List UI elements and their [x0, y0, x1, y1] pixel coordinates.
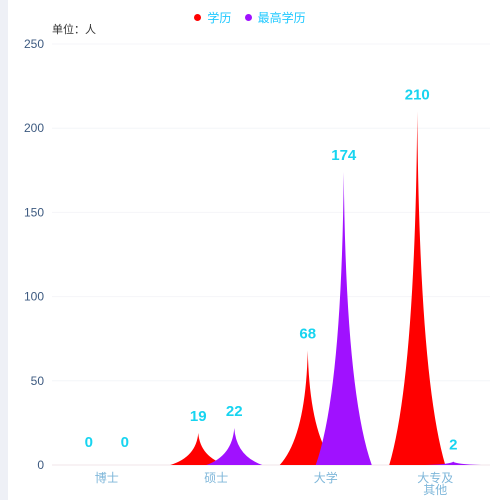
data-label: 210 — [405, 86, 430, 103]
x-tick-label: 大专及 — [417, 470, 453, 485]
data-label: 19 — [190, 408, 207, 425]
x-tick-label: 博士 — [95, 470, 119, 485]
bar-spike — [206, 427, 263, 465]
legend-label-1: 学历 — [207, 11, 232, 25]
data-label: 174 — [331, 147, 357, 164]
data-label: 0 — [121, 434, 129, 451]
legend-dot-1 — [194, 14, 202, 21]
data-label: 22 — [226, 403, 243, 420]
bar-spike — [279, 350, 336, 465]
x-tick-label: 硕士 — [204, 471, 228, 485]
left-edge-strip — [0, 0, 8, 500]
y-tick-label: 50 — [31, 374, 45, 388]
legend-dot-2 — [244, 14, 252, 21]
y-tick-label: 150 — [24, 205, 44, 219]
x-tick-label: 大学 — [314, 470, 338, 485]
bar-spike — [315, 171, 372, 465]
data-label: 0 — [85, 434, 93, 451]
y-tick-label: 100 — [24, 290, 44, 304]
data-label: 2 — [449, 437, 457, 454]
y-tick-label: 200 — [24, 121, 44, 135]
bar-spike — [389, 111, 446, 466]
legend-item-1[interactable]: 学历 — [194, 9, 231, 26]
y-tick-label: 250 — [24, 37, 44, 51]
data-label: 68 — [299, 325, 316, 342]
legend: 学历 最高学历 — [0, 9, 500, 26]
bar-spike — [170, 433, 227, 465]
legend-item-2[interactable]: 最高学历 — [244, 9, 306, 26]
y-unit-label: 单位：人 — [52, 24, 96, 36]
y-tick-label: 0 — [37, 458, 44, 472]
legend-label-2: 最高学历 — [257, 11, 306, 25]
x-tick-label: 其他 — [423, 483, 447, 497]
bar-spike — [425, 461, 482, 465]
